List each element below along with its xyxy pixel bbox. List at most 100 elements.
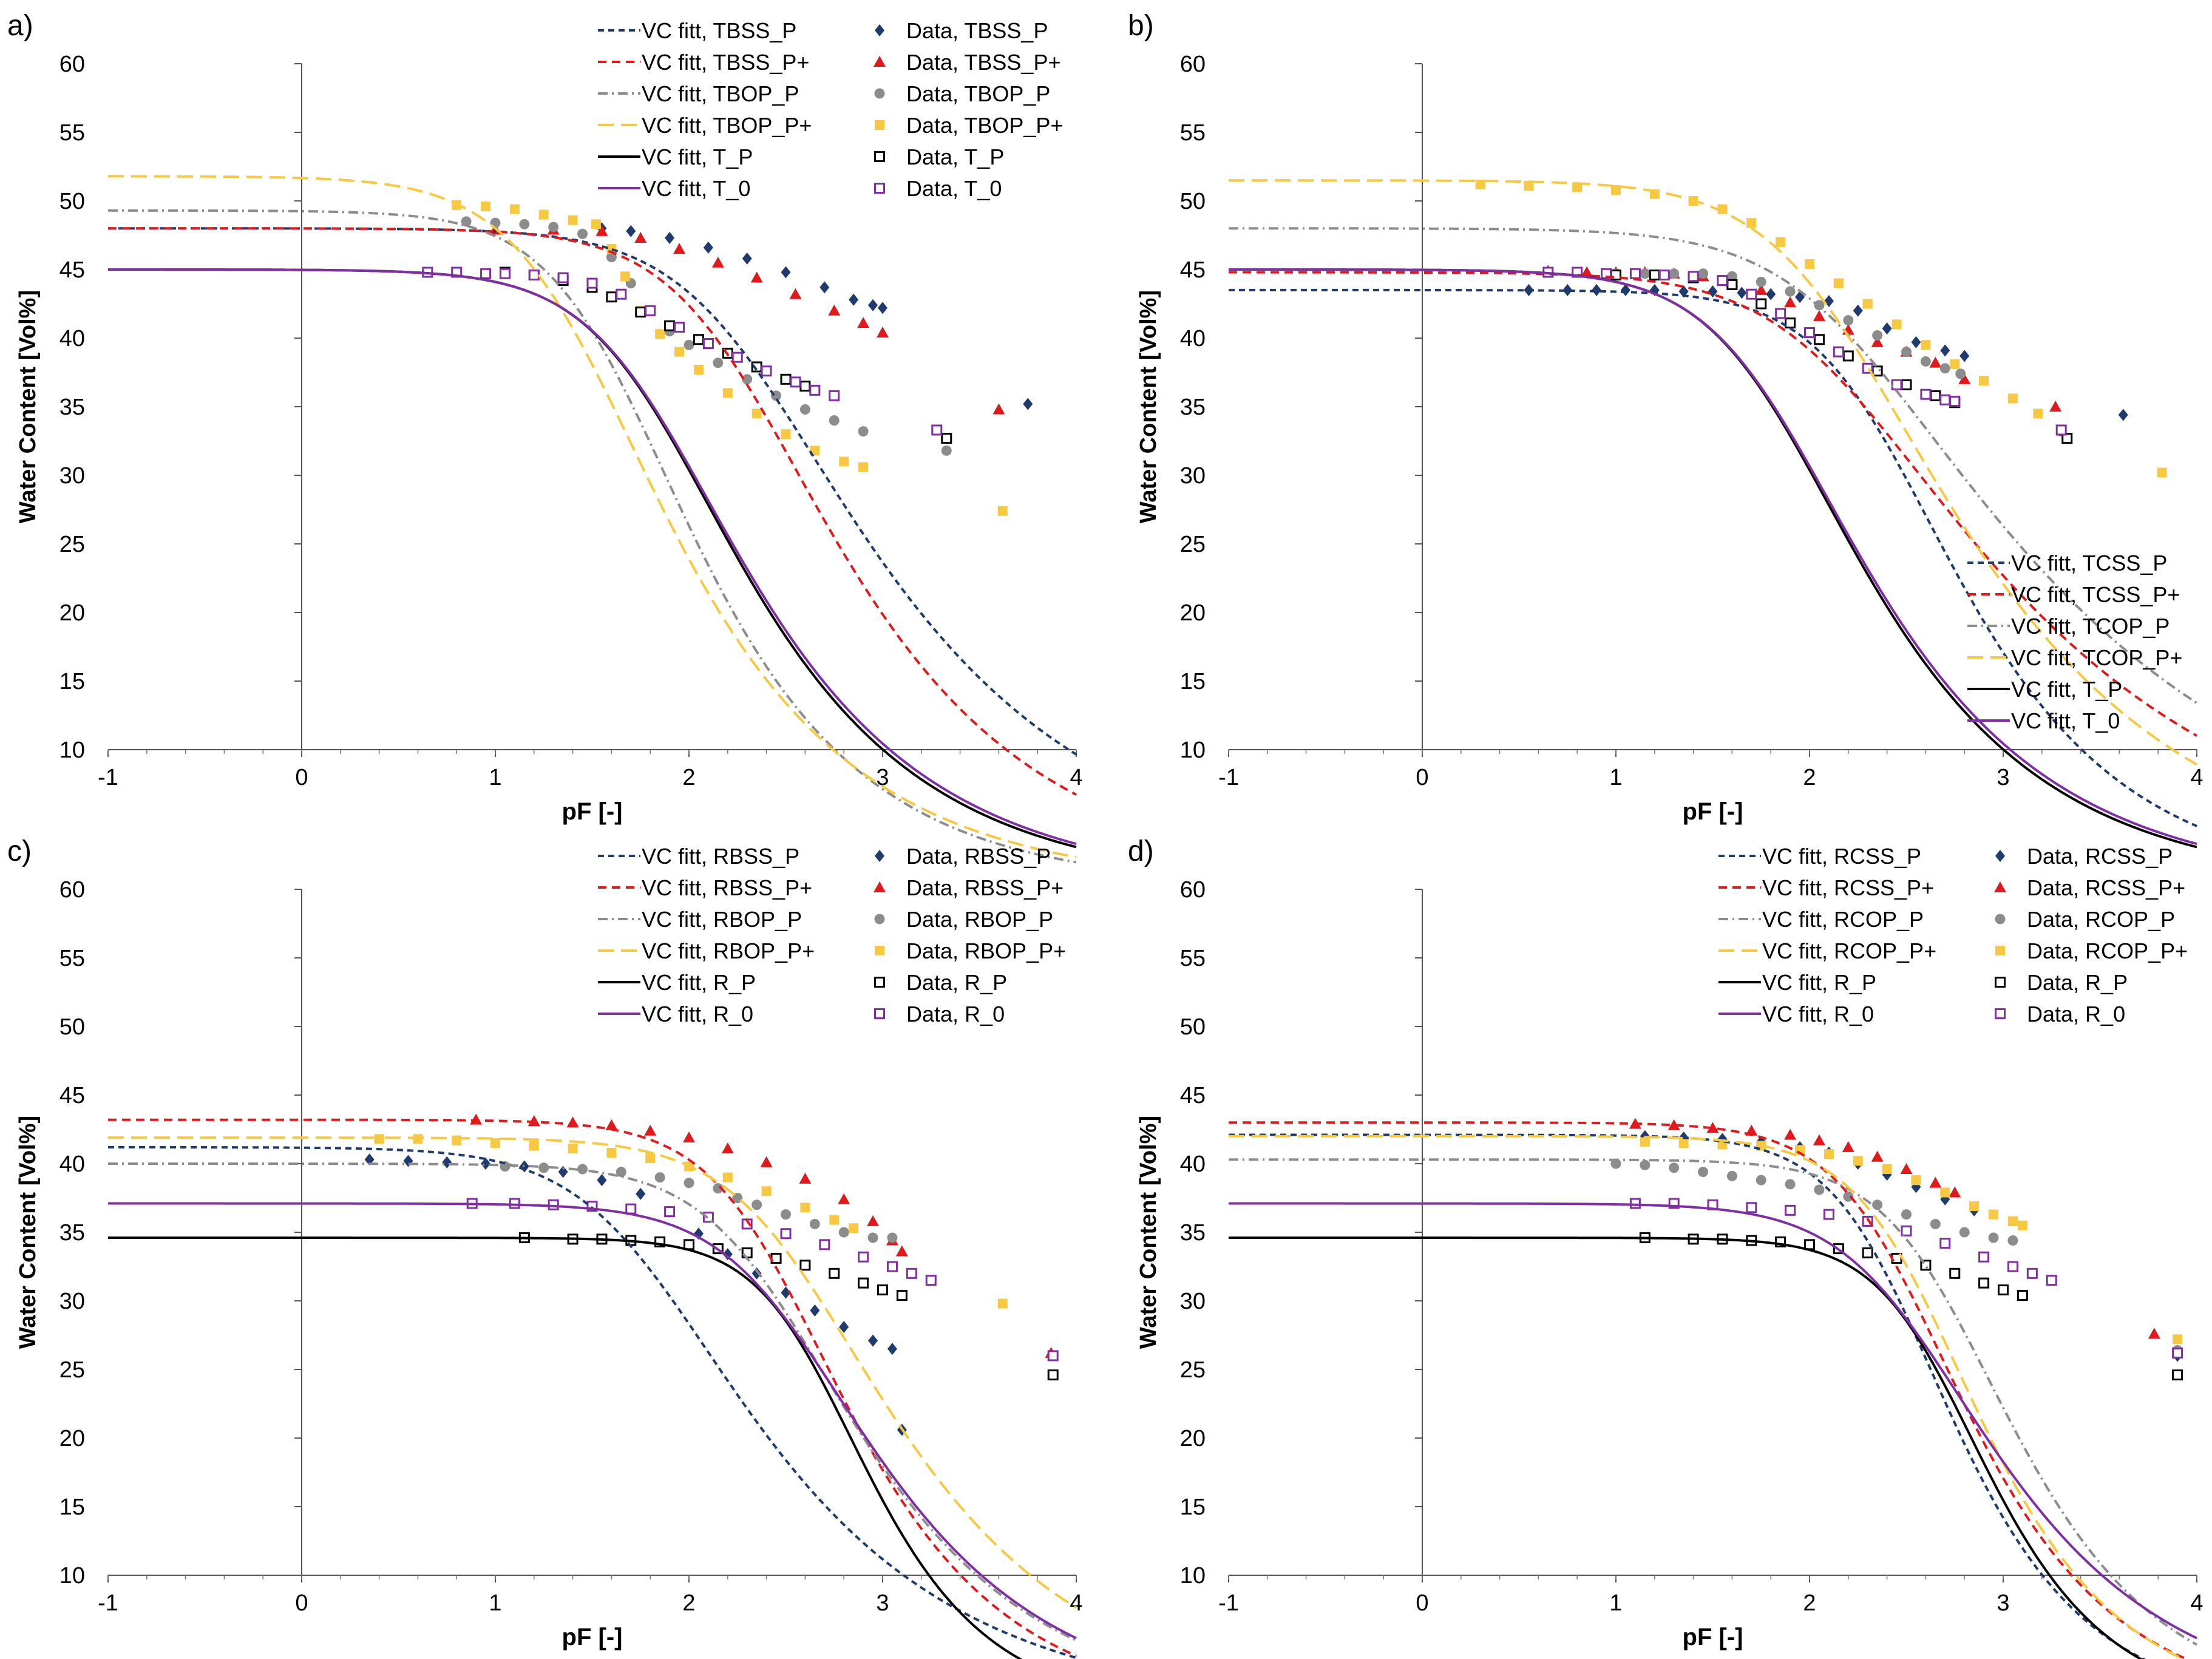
data-point [1717,275,1728,287]
data-point [683,1131,695,1143]
data-point [1862,299,1873,309]
data-point [595,225,608,236]
data-point [731,351,743,363]
fit-curve [108,1202,1077,1640]
data-point [1658,270,1670,281]
data-point [828,304,841,316]
data-point [877,1284,888,1295]
y-tick-label: 15 [59,669,85,694]
data-point [1698,1167,1709,1178]
data-point [1949,1267,1961,1279]
legend-data-label: Data, R_0 [2027,1002,2125,1026]
data-point [799,381,811,392]
data-point [781,1286,791,1299]
data-point [1978,1251,1990,1263]
y-tick-label: 50 [1180,189,1206,214]
data-point [1833,346,1844,358]
data-point [906,1267,917,1279]
data-point [481,202,491,212]
data-point [1524,181,1534,191]
data-point [867,1232,878,1243]
data-point [1726,271,1737,282]
data-point [878,302,887,314]
data-point [1592,283,1602,296]
data-point [606,252,617,263]
data-point [1900,1163,1913,1175]
data-point [1871,1150,1884,1162]
data-point [1959,350,1970,362]
data-point [1775,308,1786,319]
legend-data-label: Data, RBSS_P+ [906,875,1064,900]
y-tick-label: 50 [59,1014,85,1040]
legend-data-label: Data, TBOP_P+ [906,113,1063,138]
legend-fit-label: VC fitt, TCOP_P+ [2011,645,2182,670]
data-point [1813,1134,1825,1145]
x-tick-label: 3 [1997,765,2009,790]
x-tick-label: 2 [1803,1590,1816,1616]
data-point [2049,401,2062,412]
data-point [1940,1187,1950,1198]
fit-curve [108,268,1077,849]
y-tick-label: 25 [1180,532,1206,557]
legend-data-label: Data, R_P [2027,970,2128,995]
data-point [931,424,943,436]
legend-data-label: Data, RCSS_P [2027,844,2173,869]
data-point [1562,283,1573,296]
data-point [2061,432,2073,444]
x-tick-label: 0 [295,1590,308,1616]
legend-fit-label: VC fitt, RCOP_P [1762,907,1924,932]
data-point [1667,1119,1680,1130]
y-tick-label: 60 [59,877,85,903]
data-point [1785,1179,1796,1190]
legend-data-label: Data, RBOP_P [906,907,1053,932]
y-tick-label: 30 [1180,1289,1206,1314]
legend-fit-label: VC fitt, RCSS_P+ [1762,875,1934,900]
legend-fit-label: VC fitt, TBOP_P [642,81,799,106]
data-point [1785,317,1796,329]
data-point [809,384,821,396]
x-tick-label: 1 [489,765,501,790]
data-point [761,365,772,377]
y-tick-label: 10 [1180,1563,1206,1589]
legend-fit-label: VC fitt, TBSS_P [642,18,796,43]
data-point [490,1138,500,1148]
y-axis-title: Water Content [Vol%] [15,290,41,523]
y-tick-label: 45 [1180,257,1206,283]
data-point [849,1223,859,1233]
fit-curve [1229,1158,2197,1646]
data-point [470,1113,483,1125]
data-point [1804,327,1815,338]
legend-fit-label: VC fitt, RCOP_P+ [1762,938,1936,963]
data-point [886,1261,898,1272]
y-tick-label: 45 [1180,1083,1206,1108]
data-point [654,1172,665,1183]
data-point [829,1267,840,1279]
y-tick-label: 30 [1180,463,1206,489]
y-tick-label: 20 [1180,1426,1206,1451]
fit-curve [108,227,1077,796]
data-point [2173,1334,2183,1345]
data-point [1804,1239,1815,1250]
x-tick-label: -1 [98,765,118,790]
data-point [606,1147,617,1158]
data-point [1833,278,1844,288]
data-point [461,216,472,227]
legend-fit-label: VC fitt, R_P [642,970,756,995]
y-tick-label: 35 [59,395,85,420]
x-tick-label: -1 [98,1590,118,1616]
data-point [1901,1209,1912,1220]
data-point [1814,1184,1825,1195]
data-point [799,1172,812,1184]
data-point [1949,395,1961,407]
data-point [499,268,511,279]
y-axis-title: Water Content [Vol%] [1136,1116,1161,1349]
data-point [1901,379,1912,390]
data-point [2007,1216,2018,1226]
data-point [1853,1156,1863,1166]
data-point [1978,1277,1990,1289]
y-tick-label: 60 [1180,52,1206,77]
y-tick-label: 45 [59,1083,85,1108]
data-point [751,1199,762,1210]
panel-label: d) [1128,835,1154,867]
y-tick-label: 40 [59,1152,85,1177]
